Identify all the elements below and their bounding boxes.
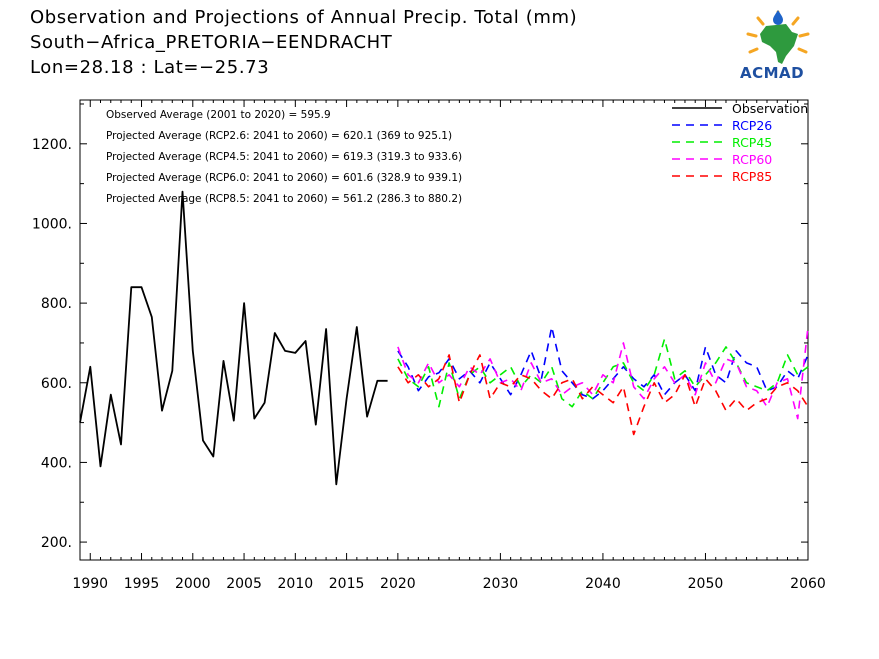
legend-label: RCP85 <box>732 169 772 184</box>
annotation-line: Projected Average (RCP4.5: 2041 to 2060)… <box>106 151 462 163</box>
logo-text: ACMAD <box>740 64 805 82</box>
x-tick-label: 2060 <box>790 576 826 592</box>
y-tick-label: 200. <box>41 535 72 551</box>
series-line-rcp45 <box>397 338 809 408</box>
x-tick-label: 2040 <box>585 576 621 592</box>
annotation-line: Projected Average (RCP6.0: 2041 to 2060)… <box>106 172 462 184</box>
series-line-rcp26 <box>397 326 809 400</box>
acmad-logo <box>738 8 818 84</box>
title-line-1: Observation and Projections of Annual Pr… <box>30 7 578 28</box>
x-tick-label: 2015 <box>329 576 365 592</box>
annotation-line: Observed Average (2001 to 2020) = 595.9 <box>106 109 331 121</box>
x-tick-label: 2005 <box>226 576 262 592</box>
legend-label: Observation <box>732 101 808 116</box>
y-tick-label: 400. <box>41 455 72 471</box>
y-tick-label: 800. <box>41 296 72 312</box>
x-tick-label: 2000 <box>175 576 211 592</box>
y-tick-label: 600. <box>41 376 72 392</box>
axis-ticks <box>79 100 809 560</box>
legend-label: RCP60 <box>732 152 772 167</box>
series-lines <box>79 190 809 486</box>
plot-frame <box>79 99 809 561</box>
x-tick-label: 2030 <box>483 576 519 592</box>
x-tick-label: 2050 <box>688 576 724 592</box>
y-tick-label: 1200. <box>32 137 72 153</box>
y-tick-label: 1000. <box>32 216 72 232</box>
legend-label: RCP45 <box>732 135 772 150</box>
x-axis-labels: 1990 1995 2000 2005 2010 2015 2020 2030 2040 2050… <box>72 576 825 592</box>
x-tick-label: 1995 <box>124 576 160 592</box>
x-tick-label: 2010 <box>278 576 314 592</box>
annotation-line: Projected Average (RCP2.6: 2041 to 2060)… <box>106 130 452 142</box>
annotations: Observed Average (2001 to 2020) = 595.9 P… <box>106 109 462 205</box>
y-axis-labels: 200. 400. 600. 800. 1000. 1200. <box>32 137 72 551</box>
africa-map-icon <box>746 10 810 64</box>
x-tick-label: 1990 <box>72 576 108 592</box>
legend-label: RCP26 <box>732 118 772 133</box>
legend: Observation RCP26 RCP45 RCP60 RCP85 <box>672 101 808 184</box>
series-line-rcp85 <box>397 354 809 436</box>
title-line-3: Lon=28.18 : Lat=−25.73 <box>30 57 270 78</box>
title-line-2: South−Africa_PRETORIA−EENDRACHT <box>30 32 393 53</box>
series-line-rcp60 <box>397 326 809 420</box>
series-line-observation <box>79 190 388 486</box>
annotation-line: Projected Average (RCP8.5: 2041 to 2060)… <box>106 193 462 205</box>
x-tick-label: 2020 <box>380 576 416 592</box>
